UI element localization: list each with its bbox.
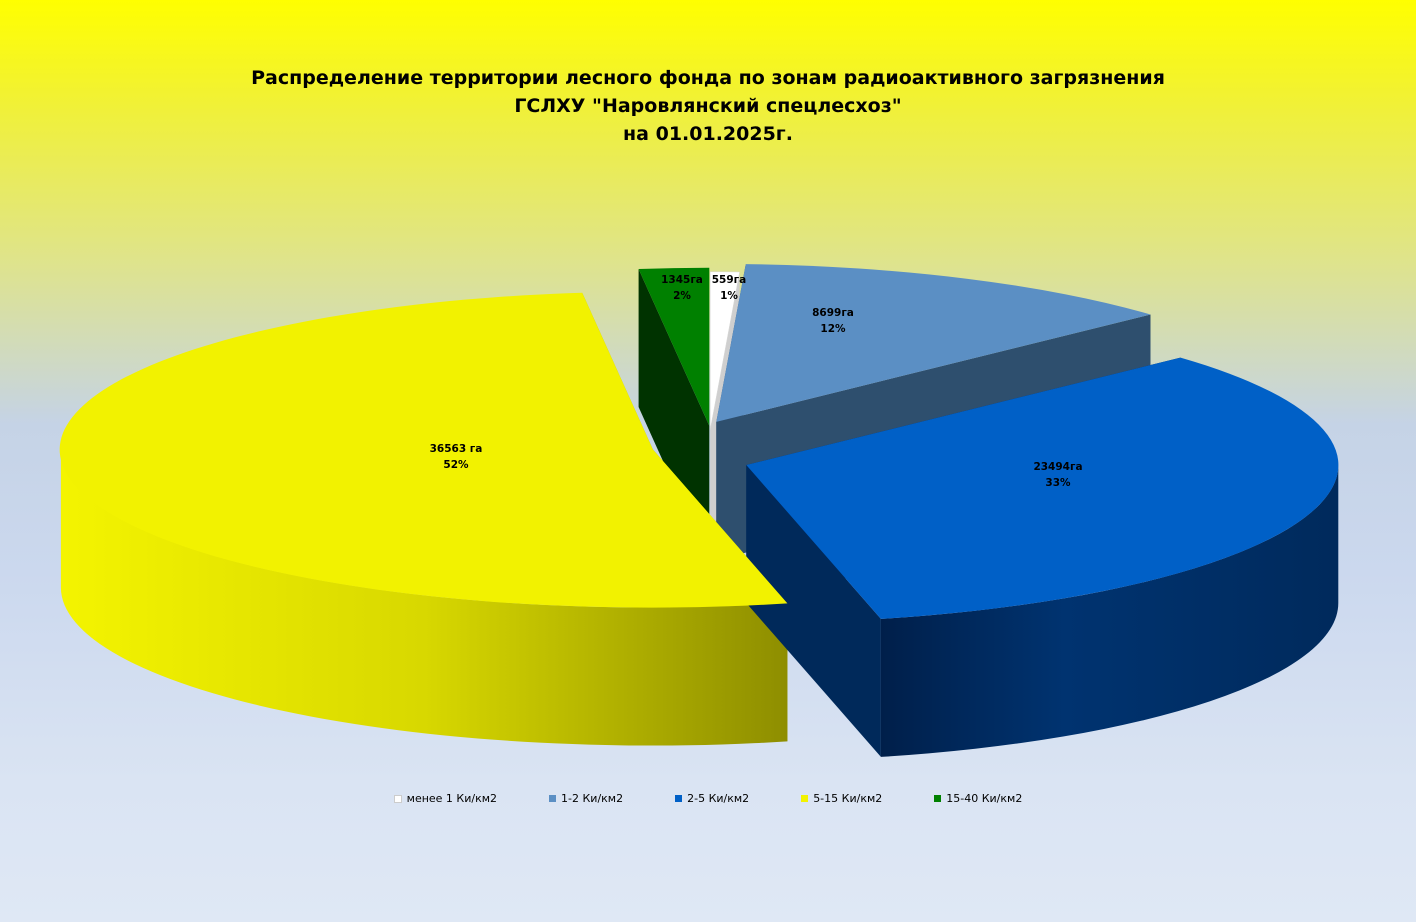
- pie-labels: 559га 1% 8699га 12% 23494га 33% 36563 га 52% 134…: [430, 274, 1083, 489]
- data-label-percent-15-40: 2%: [673, 290, 691, 302]
- legend-swatch-15-40: [934, 795, 942, 802]
- legend-item-lt1[interactable]: менее 1 Ки/км2: [393, 792, 498, 805]
- legend: менее 1 Ки/км2 1-2 Ки/км2 2-5 Ки/км2 5-1…: [0, 792, 1416, 805]
- data-label-percent-lt1: 1%: [720, 290, 738, 302]
- legend-label-5-15: 5-15 Ки/км2: [813, 792, 883, 805]
- legend-swatch-2-5: [675, 795, 683, 802]
- slice-side-5-15: [60, 449, 788, 746]
- data-label-value-1-2: 8699га: [812, 307, 854, 319]
- chart-title-line-1: Распределение территории лесного фонда п…: [251, 67, 1165, 89]
- data-label-percent-2-5: 33%: [1045, 477, 1071, 489]
- data-label-value-15-40: 1345га: [661, 274, 703, 286]
- legend-item-15-40[interactable]: 15-40 Ки/км2: [934, 792, 1022, 805]
- chart-title-line-2: ГСЛХУ "Наровлянский спецлесхоз": [514, 95, 902, 117]
- legend-label-15-40: 15-40 Ки/км2: [946, 792, 1023, 805]
- legend-item-2-5[interactable]: 2-5 Ки/км2: [675, 792, 749, 805]
- legend-item-5-15[interactable]: 5-15 Ки/км2: [801, 792, 882, 805]
- slice-5-15[interactable]: [59, 292, 788, 608]
- data-label-value-2-5: 23494га: [1033, 461, 1082, 473]
- legend-label-lt1: менее 1 Ки/км2: [406, 792, 498, 805]
- legend-swatch-lt1: [393, 794, 402, 803]
- legend-item-1-2[interactable]: 1-2 Ки/км2: [549, 792, 623, 805]
- data-label-value-5-15: 36563 га: [430, 443, 483, 455]
- data-label-value-lt1: 559га: [712, 274, 747, 286]
- legend-swatch-1-2: [549, 795, 557, 802]
- pie-tops: [59, 264, 1339, 619]
- data-label-percent-5-15: 52%: [443, 459, 469, 471]
- slice-wall-15-40-0: [638, 269, 710, 564]
- slice-lt1[interactable]: [709, 271, 740, 430]
- data-label-percent-1-2: 12%: [820, 323, 846, 335]
- slice-wall-2-5-1: [746, 465, 881, 757]
- slice-2-5[interactable]: [746, 357, 1339, 619]
- chart-title: Распределение территории лесного фонда п…: [0, 64, 1416, 148]
- chart-title-line-3: на 01.01.2025г.: [623, 123, 793, 145]
- legend-swatch-5-15: [801, 795, 809, 802]
- slice-15-40[interactable]: [638, 267, 710, 426]
- legend-label-2-5: 2-5 Ки/км2: [687, 792, 750, 805]
- slice-side-2-5: [880, 465, 1339, 757]
- slice-1-2[interactable]: [716, 264, 1151, 422]
- legend-label-1-2: 1-2 Ки/км2: [561, 792, 624, 805]
